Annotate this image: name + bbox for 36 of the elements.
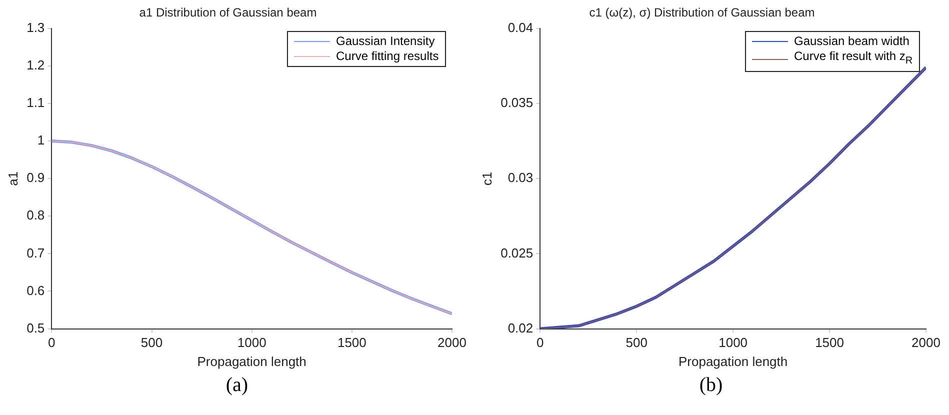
legend-label: Gaussian Intensity (336, 34, 435, 50)
y-tick-label: 0.8 (26, 208, 45, 223)
x-tick-label: 1000 (718, 335, 748, 350)
y-tick-label: 0.02 (508, 320, 534, 336)
y-tick-label: 0.04 (508, 20, 534, 35)
x-tick-label: 1500 (815, 335, 844, 350)
y-tick-label: 1.2 (26, 58, 45, 73)
x-tick-label: 0 (48, 335, 56, 350)
y-tick-label: 1.1 (26, 95, 45, 110)
legend-label: Curve fit result with z$_{R}$ (794, 49, 913, 69)
x-axis-title: Propagation length (678, 354, 788, 369)
x-tick-label: 500 (140, 335, 163, 350)
x-tick-label: 0 (536, 335, 544, 350)
y-axis-title: a1 (5, 171, 20, 186)
y-tick-label: 0.03 (508, 170, 534, 186)
x-tick-label: 1500 (337, 335, 366, 350)
y-tick-label: 0.9 (26, 170, 45, 186)
y-tick-label: 1 (37, 132, 45, 148)
y-tick-label: 0.6 (26, 282, 45, 298)
x-tick-label: 2000 (912, 335, 940, 350)
x-tick-label: 1000 (237, 335, 266, 350)
x-tick-label: 500 (626, 335, 648, 350)
x-axis-title: Propagation length (197, 354, 306, 369)
y-tick-label: 0.7 (26, 245, 45, 260)
y-tick-label: 0.035 (500, 95, 534, 110)
text: (b) (698, 374, 724, 397)
y-tick-label: 0.025 (500, 245, 534, 260)
y-tick-label: 0.5 (26, 320, 45, 336)
legend-label: Curve fitting results (336, 49, 439, 64)
x-tick-label: 2000 (438, 335, 466, 350)
legend-label: Gaussian beam width (794, 34, 910, 50)
chart-title: a1 Distribution of Gaussian beam (139, 6, 317, 20)
y-tick-label: 1.3 (26, 20, 45, 35)
y-axis-title: c1 (479, 172, 494, 186)
text: (a) (224, 374, 250, 397)
chart-title: c1 (ω(z), σ) Distribution of Gaussian beam (589, 6, 815, 20)
